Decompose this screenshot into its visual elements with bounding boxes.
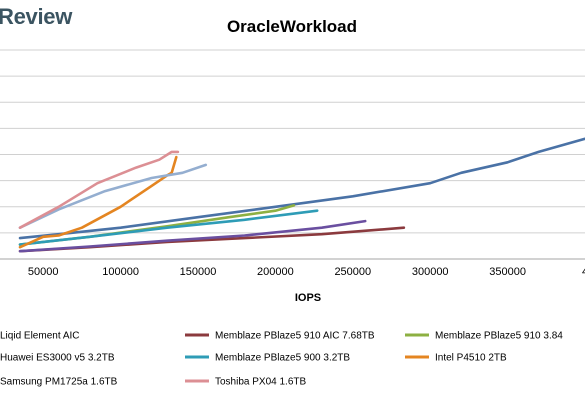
chart-title: OracleWorkload xyxy=(227,17,357,36)
legend-label: Intel P4510 2TB xyxy=(435,353,507,364)
x-tick-label: 250000 xyxy=(334,266,371,278)
legend-label: Memblaze PBlaze5 900 3.2TB xyxy=(215,353,350,364)
legend-label: Samsung PM1725a 1.6TB xyxy=(0,377,118,388)
series-line xyxy=(18,219,367,253)
series-lines xyxy=(18,137,585,253)
x-axis-label: IOPS xyxy=(295,292,321,304)
legend-label: Toshiba PX04 1.6TB xyxy=(215,377,306,388)
series-line xyxy=(18,163,208,229)
series-line xyxy=(18,155,178,249)
legend: Liqid Element AIC Memblaze PBlaze5 910 AI… xyxy=(0,331,563,388)
x-tick-label: 4 xyxy=(582,266,585,278)
x-tick-label: 300000 xyxy=(412,266,449,278)
gridlines xyxy=(0,49,585,260)
x-tick-label: 350000 xyxy=(489,266,526,278)
legend-label: Memblaze PBlaze5 910 AIC 7.68TB xyxy=(215,331,375,342)
legend-label: Liqid Element AIC xyxy=(0,331,80,342)
series-line xyxy=(18,209,319,246)
x-tick-label: 100000 xyxy=(102,266,139,278)
legend-label: Huawei ES3000 v5 3.2TB xyxy=(0,353,115,364)
x-tick-label: 200000 xyxy=(257,266,294,278)
x-axis-ticks: 50000 100000 150000 200000 250000 300000 35000… xyxy=(28,266,585,278)
x-tick-label: 150000 xyxy=(180,266,217,278)
brand-logo-text: Review xyxy=(0,4,73,29)
series-line xyxy=(18,137,585,240)
x-tick-label: 50000 xyxy=(28,266,59,278)
series-line xyxy=(18,150,180,229)
legend-label: Memblaze PBlaze5 910 3.84 xyxy=(435,331,563,342)
